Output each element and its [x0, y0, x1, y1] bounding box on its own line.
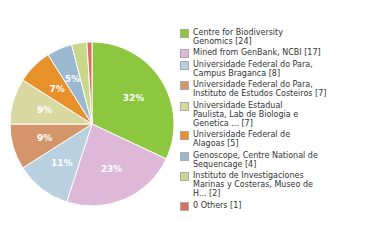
- svg-text:9%: 9%: [37, 133, 52, 143]
- html-text:Mined from GenBank, NCBI [17]: Mined from GenBank, NCBI [17]: [193, 47, 321, 57]
- html-text:Instituto de Investigaciones M: Instituto de Investigaciones Marinas y C…: [193, 170, 313, 199]
- svg-text:7%: 7%: [50, 84, 65, 94]
- svg-text:5%: 5%: [65, 74, 80, 84]
- html-text:Genoscope, Centre National de: Genoscope, Centre National de Sequencage…: [193, 150, 318, 169]
- html-text:Centre for Biodiversity Genomi: Centre for Biodiversity Genomics [24]: [193, 27, 283, 46]
- svg-text:11%: 11%: [51, 158, 73, 168]
- html-text:Universidade Federal de Alagoa: Universidade Federal de Alagoas [5]: [193, 130, 291, 149]
- html-text:Universidade Estadual Paulista: Universidade Estadual Paulista, Lab de B…: [193, 100, 299, 128]
- svg-text:23%: 23%: [101, 164, 123, 174]
- html-text:0 Others [1]: 0 Others [1]: [193, 200, 242, 210]
- svg-text:32%: 32%: [123, 93, 145, 103]
- html-text:Universidade Federal do Para,: Universidade Federal do Para, Instituto …: [193, 80, 327, 99]
- html-text:Universidade Federal do Para,: Universidade Federal do Para, Campus Bra…: [193, 59, 313, 79]
- svg-text:9%: 9%: [37, 105, 52, 115]
